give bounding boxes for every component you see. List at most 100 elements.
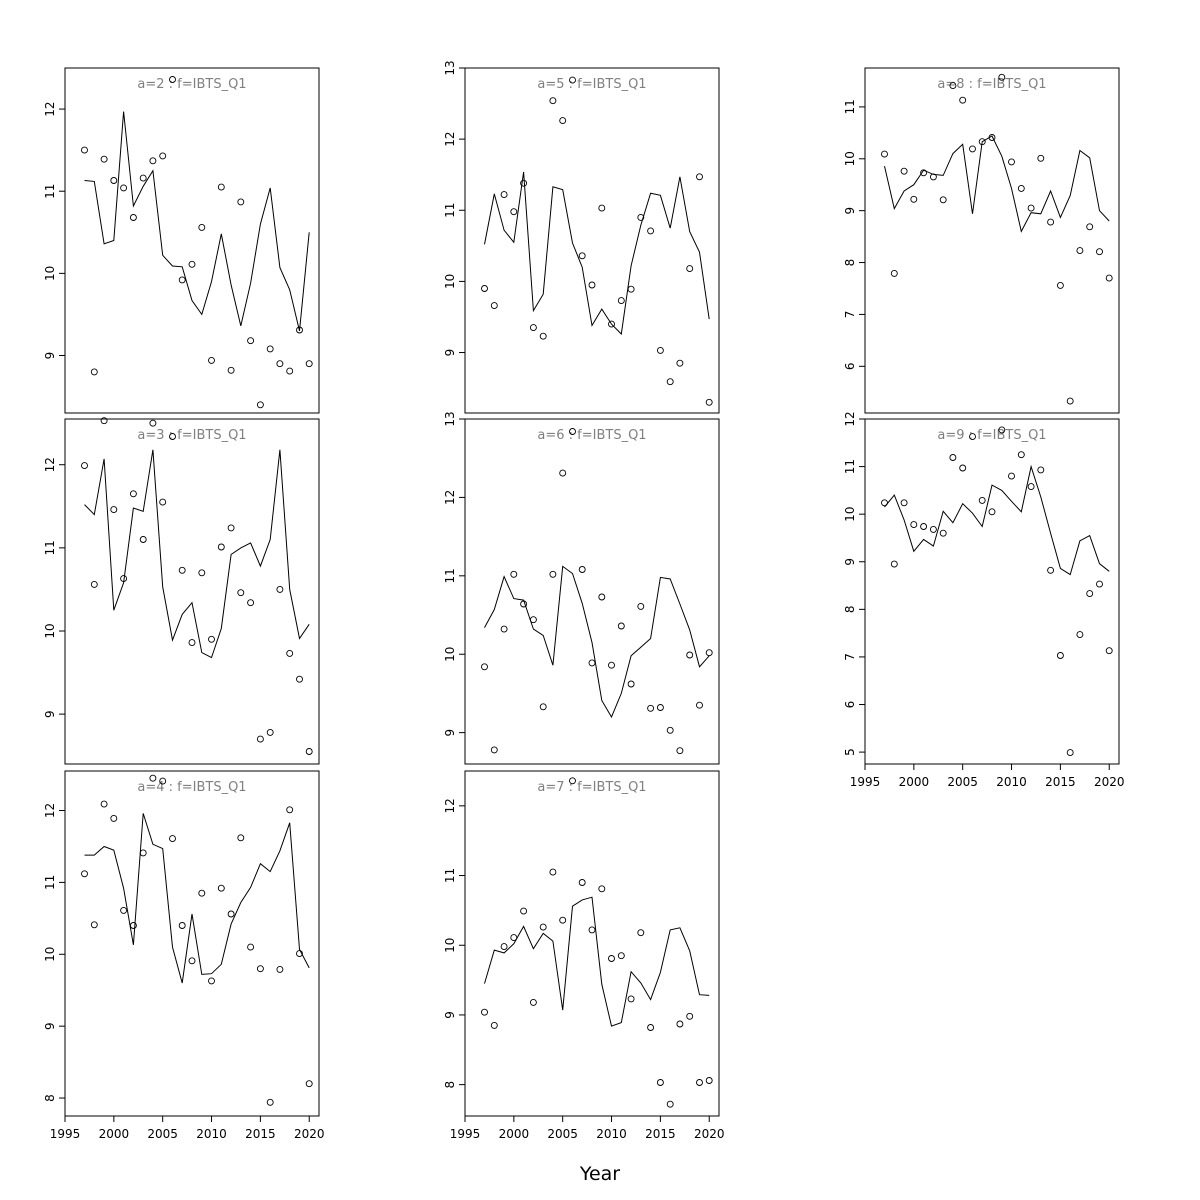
observation-point — [139, 536, 147, 543]
observation-point — [129, 214, 137, 221]
observation-point — [1086, 223, 1094, 231]
y-tick-label: 11 — [843, 459, 857, 474]
observation-point — [81, 462, 88, 470]
observation-point — [608, 955, 615, 962]
observation-point — [949, 454, 957, 461]
panel-6: a=7 : f=IBTS_Q1 8 9 10 11 12 1995 2000 2005 2010 2… — [443, 770, 725, 1141]
y-tick-label: 10 — [43, 266, 57, 281]
x-tick-label: 2015 — [245, 1127, 276, 1141]
observation-point — [569, 76, 576, 84]
observation-point — [81, 870, 88, 878]
y-tick-label: 12 — [43, 457, 57, 472]
observation-point — [120, 184, 128, 192]
observation-point — [647, 227, 655, 235]
observation-point — [588, 281, 596, 289]
panel-1: a=2 : f=IBTS_Q1 9 10 11 12 — [43, 67, 320, 414]
observation-point — [1056, 281, 1064, 289]
panels: a=2 : f=IBTS_Q1 9 10 11 12 a=3 : f=IBTS_Q1 9 10… — [43, 60, 1125, 1141]
y-tick-label: 9 — [843, 207, 857, 215]
observation-point — [676, 359, 684, 367]
observation-point — [237, 589, 245, 597]
observation-point — [1008, 472, 1015, 480]
observation-point — [598, 885, 606, 893]
observation-point — [149, 419, 157, 427]
y-tick-label: 10 — [443, 274, 457, 289]
y-tick-label: 12 — [443, 490, 457, 505]
observation-point — [139, 849, 147, 857]
y-tick-label: 9 — [843, 558, 857, 566]
observation-point — [696, 173, 703, 181]
fitted-line — [884, 464, 1110, 576]
observation-point — [100, 417, 108, 425]
observation-point — [529, 324, 537, 332]
x-tick-label: 2020 — [294, 1127, 325, 1141]
observation-point — [256, 401, 264, 409]
plot-frame — [864, 67, 1120, 414]
observation-point — [266, 728, 274, 736]
y-tick-label: 10 — [843, 507, 857, 522]
observation-point — [666, 1100, 674, 1108]
observation-point — [510, 570, 518, 578]
observation-point — [549, 868, 557, 876]
observation-point — [1105, 647, 1113, 655]
y-tick-label: 6 — [843, 362, 857, 370]
y-tick-label: 8 — [843, 606, 857, 614]
y-tick-label: 13 — [443, 60, 457, 75]
y-tick-label: 6 — [843, 701, 857, 709]
observation-point — [247, 943, 255, 951]
observation-point — [549, 570, 557, 578]
observation-point — [247, 337, 255, 345]
observation-point — [929, 173, 937, 181]
observation-point — [149, 774, 157, 782]
y-tick-label: 13 — [443, 411, 457, 426]
observation-point — [110, 506, 118, 514]
observation-point — [939, 196, 947, 204]
observation-point — [988, 508, 996, 516]
observation-point — [900, 499, 908, 507]
plot-frame — [64, 67, 320, 414]
observation-point — [1086, 590, 1094, 598]
observation-point — [110, 814, 118, 822]
y-tick-label: 9 — [43, 352, 57, 360]
observation-point — [305, 1080, 313, 1088]
observation-point — [149, 157, 157, 165]
observation-point — [881, 499, 888, 507]
observation-point — [529, 616, 537, 624]
observation-point — [159, 152, 167, 160]
fitted-line — [484, 565, 710, 719]
panel-title: a=6 : f=IBTS_Q1 — [537, 428, 646, 443]
fitted-line — [884, 135, 1110, 233]
observation-point — [656, 1079, 664, 1086]
observation-point — [188, 639, 196, 647]
observation-point — [890, 560, 898, 568]
fitted-line — [84, 449, 310, 659]
observation-point — [686, 265, 694, 273]
observation-point — [705, 1077, 713, 1084]
observation-point — [627, 285, 635, 293]
observation-point — [178, 922, 186, 929]
y-tick-label: 11 — [843, 99, 857, 114]
y-tick-label: 8 — [843, 259, 857, 267]
observation-point — [608, 320, 615, 328]
observation-point — [890, 269, 898, 277]
observation-point — [276, 965, 284, 973]
observation-point — [969, 433, 976, 441]
observation-point — [959, 96, 967, 104]
observation-point — [178, 566, 186, 574]
observation-point — [1017, 451, 1025, 459]
y-tick-label: 7 — [843, 653, 857, 661]
observation-point — [588, 659, 596, 667]
observation-point — [1066, 749, 1074, 757]
y-tick-label: 9 — [443, 729, 457, 737]
observation-point — [481, 1008, 488, 1016]
observation-point — [1047, 218, 1055, 226]
x-tick-label: 1995 — [50, 1127, 81, 1141]
observation-point — [481, 663, 488, 671]
observation-point — [520, 907, 528, 915]
observation-point — [559, 916, 567, 924]
observation-point — [637, 929, 645, 937]
observation-point — [500, 943, 508, 951]
observation-point — [110, 177, 118, 184]
observation-point — [510, 934, 518, 942]
y-tick-label: 10 — [443, 647, 457, 662]
